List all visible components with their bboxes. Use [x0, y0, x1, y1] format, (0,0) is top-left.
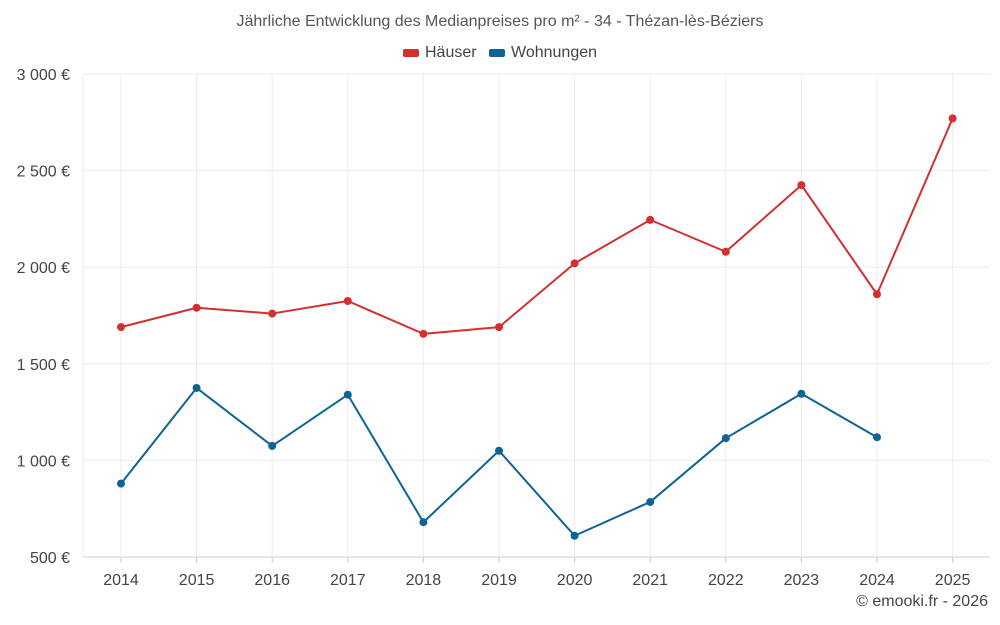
- legend-item-apartments[interactable]: Wohnungen: [489, 44, 597, 62]
- x-tick-label: 2020: [557, 572, 593, 589]
- y-tick-label: 500 €: [30, 550, 70, 567]
- data-point-houses[interactable]: [495, 323, 503, 332]
- data-point-apartments[interactable]: [117, 479, 125, 488]
- x-tick-label: 2015: [179, 572, 215, 589]
- data-point-houses[interactable]: [646, 215, 655, 224]
- legend-label-houses: Häuser: [424, 44, 477, 61]
- x-tick-label: 2014: [103, 572, 139, 589]
- x-tick-label: 2017: [330, 572, 366, 589]
- data-point-apartments[interactable]: [646, 497, 655, 506]
- data-point-houses[interactable]: [343, 297, 352, 306]
- data-point-houses[interactable]: [192, 303, 201, 312]
- y-tick-label: 3 000 €: [17, 67, 70, 84]
- data-point-apartments[interactable]: [570, 531, 579, 540]
- data-point-houses[interactable]: [797, 181, 806, 190]
- x-tick-label: 2018: [406, 572, 442, 589]
- data-point-apartments[interactable]: [873, 433, 881, 442]
- chart-legend: Häuser Wohnungen: [0, 44, 1000, 62]
- x-tick-label: 2016: [254, 572, 290, 589]
- series-line-houses: [120, 118, 954, 335]
- x-tick-label: 2023: [784, 572, 820, 589]
- data-point-houses[interactable]: [873, 290, 881, 299]
- data-point-apartments[interactable]: [192, 383, 201, 392]
- legend-swatch-apartments: [489, 49, 506, 57]
- y-tick-label: 1 000 €: [17, 453, 70, 470]
- data-point-apartments[interactable]: [268, 441, 277, 450]
- x-tick-label: 2024: [859, 572, 895, 589]
- y-tick-label: 2 500 €: [17, 164, 70, 181]
- data-point-houses[interactable]: [721, 247, 730, 256]
- data-point-apartments[interactable]: [495, 446, 503, 455]
- x-tick-label: 2022: [708, 572, 744, 589]
- legend-swatch-houses: [402, 49, 419, 57]
- data-point-houses[interactable]: [419, 329, 428, 338]
- legend-label-apartments: Wohnungen: [511, 44, 598, 61]
- data-point-apartments[interactable]: [797, 389, 806, 398]
- x-tick-label: 2025: [935, 572, 971, 589]
- data-point-apartments[interactable]: [721, 434, 730, 443]
- chart-title: Jährliche Entwicklung des Medianpreises …: [236, 13, 764, 30]
- x-tick-label: 2019: [481, 572, 517, 589]
- credit-text: © emooki.fr - 2026: [856, 593, 988, 610]
- data-point-houses[interactable]: [948, 114, 957, 123]
- data-point-houses[interactable]: [117, 323, 125, 332]
- data-point-apartments[interactable]: [419, 518, 428, 527]
- y-tick-label: 1 500 €: [17, 357, 70, 374]
- data-point-houses[interactable]: [268, 309, 277, 318]
- data-point-houses[interactable]: [570, 259, 579, 268]
- legend-item-houses[interactable]: Häuser: [402, 44, 477, 62]
- y-tick-label: 2 000 €: [17, 260, 70, 277]
- x-tick-label: 2021: [632, 572, 668, 589]
- data-point-apartments[interactable]: [343, 390, 352, 399]
